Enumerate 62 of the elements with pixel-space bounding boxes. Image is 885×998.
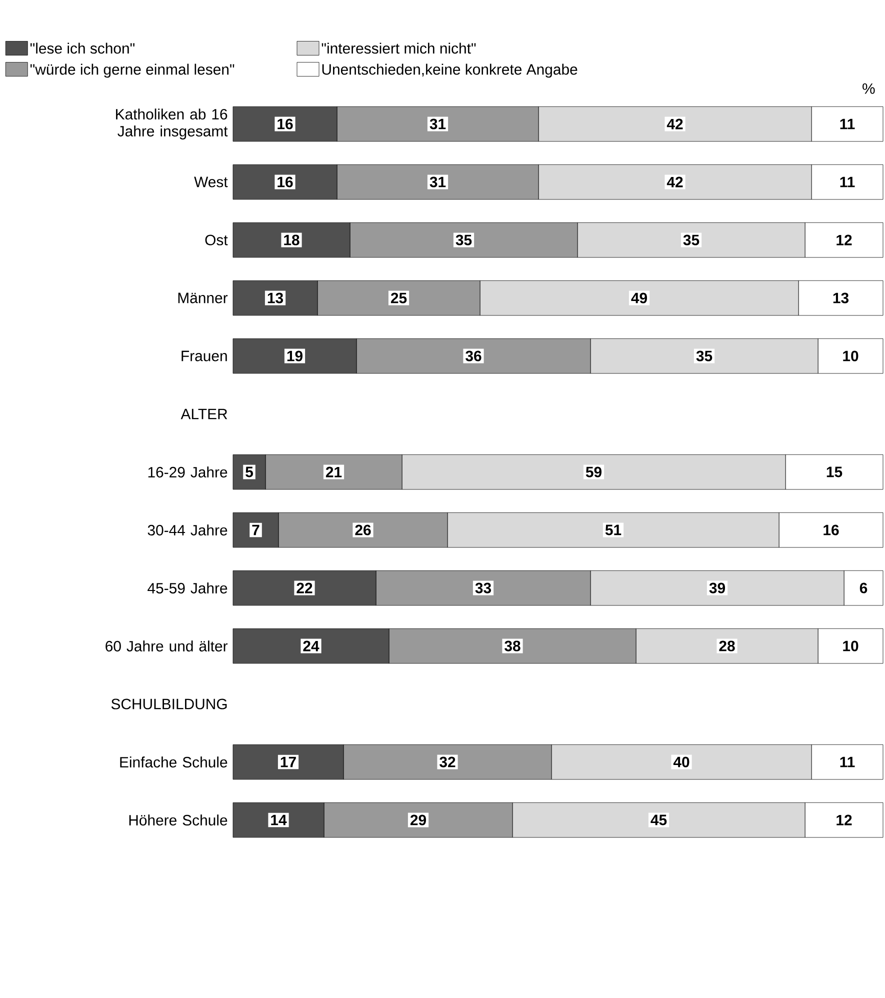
legend-label: "würde ich gerne einmal lesen" xyxy=(30,64,234,78)
y-tick-label: Frauen xyxy=(182,350,227,362)
data-label: 28 xyxy=(719,640,735,652)
data-label: 13 xyxy=(833,292,849,304)
data-label: 16 xyxy=(278,176,293,188)
data-label: 24 xyxy=(303,640,320,652)
data-label: 6 xyxy=(860,582,868,594)
data-label: 21 xyxy=(326,466,342,478)
data-label: 12 xyxy=(836,814,852,826)
data-label: 17 xyxy=(280,756,296,768)
data-label: 22 xyxy=(296,582,312,594)
y-tick-label: 30-44 Jahre xyxy=(148,524,228,536)
y-tick-label: Männer xyxy=(178,292,228,304)
data-label: 11 xyxy=(840,118,855,130)
data-label: 10 xyxy=(843,640,858,652)
data-label: 10 xyxy=(843,350,858,362)
data-label: 16 xyxy=(278,118,293,130)
data-label: 42 xyxy=(666,118,683,130)
data-label: 40 xyxy=(673,756,690,768)
data-label: 31 xyxy=(430,118,446,130)
data-label: 31 xyxy=(430,176,446,188)
data-label: 15 xyxy=(826,466,842,478)
text: % xyxy=(862,83,875,94)
data-label: 5 xyxy=(246,466,253,478)
data-label: 36 xyxy=(466,350,482,362)
y-tick-label: Höhere Schule xyxy=(129,814,228,826)
data-label: 35 xyxy=(683,234,700,246)
y-tick-label: 45-59 Jahre xyxy=(148,582,228,594)
data-label: 13 xyxy=(268,292,284,304)
data-label: 38 xyxy=(504,640,520,652)
data-label: 39 xyxy=(709,582,726,594)
data-label: 51 xyxy=(605,524,622,536)
y-tick-label: 16-29 Jahre xyxy=(148,466,228,478)
data-label: 11 xyxy=(840,176,855,188)
data-label: 29 xyxy=(410,814,426,826)
data-label: 14 xyxy=(271,814,287,826)
y-tick-label: SCHULBILDUNG xyxy=(111,698,227,710)
data-label: 32 xyxy=(440,756,456,768)
data-label: 49 xyxy=(631,292,648,304)
y-tick-label: Einfache Schule xyxy=(120,756,228,768)
data-label: 45 xyxy=(650,814,667,826)
y-tick-label: Ost xyxy=(205,234,228,246)
y-tick-label: 60 Jahre und älter xyxy=(106,640,228,652)
data-label: 16 xyxy=(824,524,839,536)
data-label: 19 xyxy=(287,350,302,362)
data-label: 59 xyxy=(586,466,602,478)
data-label: 11 xyxy=(840,756,855,768)
y-tick-label: West xyxy=(194,176,228,188)
data-label: 7 xyxy=(252,524,260,536)
data-label: 35 xyxy=(456,234,472,246)
legend-label: Unentschieden,keine konkrete Angabe xyxy=(322,64,578,78)
data-label: 33 xyxy=(475,582,492,594)
legend-label: "lese ich schon" xyxy=(30,42,134,54)
legend-label: "interessiert mich nicht" xyxy=(322,42,476,54)
data-label: 12 xyxy=(836,234,852,246)
data-label: 18 xyxy=(284,234,300,246)
y-tick-label: ALTER xyxy=(180,408,228,420)
y-tick-label: Katholiken ab 16 Jahre insgesamt xyxy=(116,108,228,140)
data-label: 35 xyxy=(696,350,712,362)
data-label: 42 xyxy=(666,176,683,188)
data-label: 25 xyxy=(390,292,407,304)
data-label: 26 xyxy=(355,524,371,536)
